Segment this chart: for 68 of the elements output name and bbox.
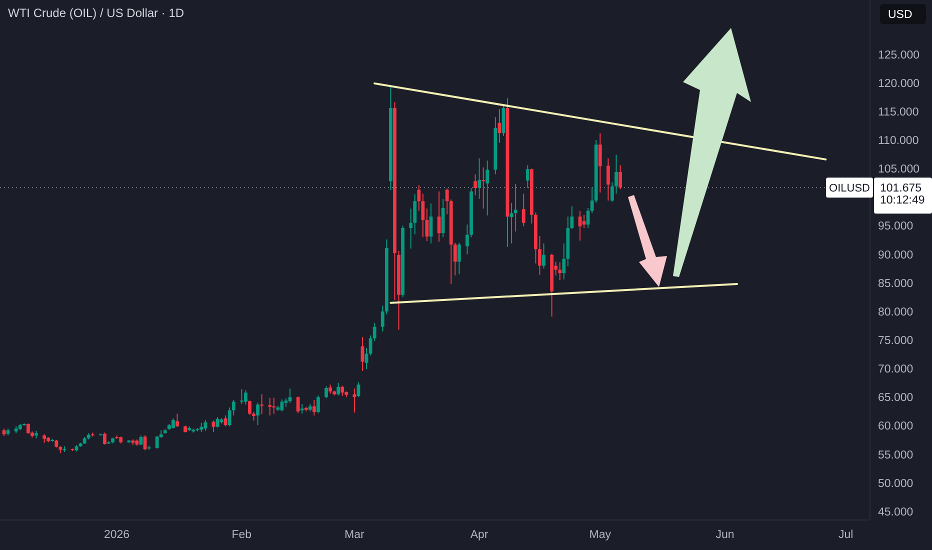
y-tick-label: 90.000 [878, 249, 914, 262]
candlestick [526, 164, 530, 188]
y-tick-label: 105.000 [878, 164, 920, 176]
x-tick-label: May [589, 529, 612, 541]
candlestick [364, 348, 368, 370]
y-tick-label: 45.000 [878, 506, 914, 518]
candlestick [204, 420, 208, 432]
y-tick-label: 85.000 [878, 278, 914, 290]
y-tick-label: 70.000 [878, 364, 914, 376]
x-tick-label: Feb [232, 529, 252, 541]
x-tick-label: 2026 [104, 529, 130, 541]
candlestick [478, 158, 482, 200]
candlestick [542, 242, 546, 270]
text: USD [888, 9, 912, 21]
annotation: OILUSD [829, 182, 870, 195]
y-tick-label: 115.000 [878, 106, 919, 118]
candlestick [578, 210, 582, 242]
candlestick [514, 184, 518, 232]
y-tick-label: 60.000 [878, 420, 914, 433]
y-tick-label: 125.000 [878, 49, 920, 62]
candlestick [340, 385, 344, 396]
candlestick [457, 242, 461, 275]
candlestick [324, 386, 328, 399]
candlestick [256, 402, 260, 426]
candlestick [614, 154, 618, 194]
candlestick [598, 132, 602, 194]
y-tick-label: 95.000 [878, 220, 914, 233]
y-tick-label: 110.000 [878, 135, 919, 148]
ref-line-label: 101.675 [880, 182, 922, 195]
candlestick [224, 414, 228, 427]
candlestick [244, 390, 248, 406]
candlestick [176, 413, 179, 428]
candlestick [312, 400, 316, 416]
y-tick-label: 65.000 [878, 392, 914, 404]
candlestick [300, 404, 304, 414]
y-tick-label: 120.000 [878, 78, 920, 90]
y-tick-label: 80.000 [878, 306, 914, 318]
candlestick [268, 397, 272, 416]
candlestick [606, 158, 610, 202]
x-tick-label: Jul [838, 529, 854, 541]
candlestick [336, 382, 340, 396]
candlestick [522, 193, 526, 227]
x-tick-label: Apr [470, 529, 488, 541]
candlestick [280, 398, 284, 412]
candlestick [200, 422, 204, 432]
candlestick [248, 400, 252, 416]
x-tick-label: Jun [716, 529, 734, 541]
y-tick-label: 55.000 [878, 449, 914, 462]
candlestick [26, 422, 30, 434]
candlestick [474, 174, 477, 196]
candlestick [466, 224, 469, 255]
candlestick [498, 108, 502, 144]
candlestick [103, 432, 106, 446]
candlestick [316, 394, 320, 414]
candlestick [171, 418, 175, 430]
candlestick [212, 420, 216, 432]
candlestick [558, 262, 562, 280]
candlestick [296, 396, 300, 414]
y-tick-label: 75.000 [878, 335, 914, 348]
candlestick [618, 164, 622, 190]
candlestick [328, 384, 332, 394]
text: 10:12:49 [880, 194, 925, 207]
text: WTI Crude (OIL) / US Dollar · 1D [8, 6, 184, 20]
y-tick-label: 50.000 [878, 478, 914, 490]
x-tick-label: Mar [344, 529, 365, 541]
candlestick [610, 182, 614, 202]
candlestick [352, 388, 356, 414]
candlestick [486, 160, 490, 216]
